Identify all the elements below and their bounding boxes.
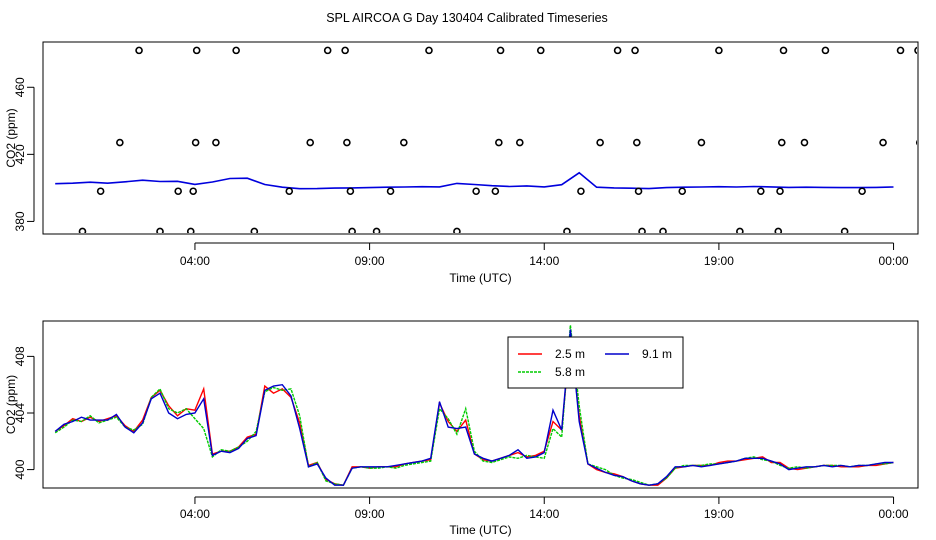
y-tick-label: 420 (13, 144, 27, 164)
calibration-point (174, 187, 182, 196)
calibration-point (472, 187, 480, 196)
calibration-point (306, 138, 315, 147)
x-tick-label: 19:00 (704, 507, 734, 521)
y-tick-label: 380 (13, 211, 27, 231)
legend-label: 2.5 m (555, 347, 585, 361)
y-axis-label: CO2 (ppm) (4, 375, 18, 434)
series-line-2-5-m (54, 336, 894, 486)
line-panel: 04:00 09:00 14:00 19:00 00:00 Time (UTC) 400 40… (4, 320, 919, 537)
calibration-point (638, 227, 646, 233)
x-tick-label: 14:00 (529, 254, 559, 268)
calibration-point (613, 46, 622, 55)
calibration-point (386, 187, 395, 196)
calibration-point (186, 227, 195, 233)
y-tick-label: 404 (13, 403, 27, 423)
calibration-point (232, 46, 240, 55)
calibration-point (697, 138, 706, 147)
calibration-point (192, 46, 201, 55)
calibration-point (920, 228, 926, 234)
series-line-5-8-m (54, 325, 894, 486)
calibration-point (914, 46, 917, 55)
chart-title: SPL AIRCOA G Day 130404 Calibrated Times… (326, 11, 608, 25)
legend-label: 9.1 m (642, 347, 672, 361)
calibration-point (659, 227, 667, 233)
calibration-point (779, 46, 788, 55)
calibration-point (491, 187, 500, 196)
calibration-point (515, 138, 524, 147)
calibration-point (96, 187, 105, 196)
calibration-point (323, 46, 332, 55)
x-tick-label: 19:00 (704, 254, 734, 268)
x-tick-label: 14:00 (529, 507, 559, 521)
scatter-panel: 04:00 09:00 14:00 19:00 00:00 Time (UTC) 380 42… (4, 41, 926, 285)
calibration-point (343, 138, 351, 147)
calibration-point (821, 46, 830, 55)
calibration-point (495, 138, 503, 147)
plot-area (55, 46, 926, 234)
calibration-point (634, 187, 643, 196)
calibration-point (425, 46, 433, 55)
x-axis-label: Time (UTC) (449, 523, 511, 537)
y-tick-label: 408 (13, 346, 27, 366)
calibration-point (212, 138, 220, 147)
x-tick-label: 09:00 (355, 507, 385, 521)
legend-box (507, 336, 684, 389)
legend-label: 5.8 m (555, 365, 585, 379)
calibration-point (736, 227, 744, 233)
x-tick-label: 00:00 (879, 507, 909, 521)
calibration-point (879, 138, 887, 147)
calibration-point (348, 227, 356, 233)
calibration-point (774, 227, 783, 233)
series-line-9-1-m (54, 329, 894, 486)
calibration-point (896, 46, 905, 55)
calibration-point (800, 138, 809, 147)
calibration-point (285, 187, 294, 196)
calibration-point (453, 227, 461, 233)
calibration-point (78, 227, 87, 233)
y-tick-label: 460 (13, 77, 27, 97)
calibration-point (715, 46, 723, 55)
y-tick-label: 400 (13, 459, 27, 479)
calibration-point (341, 46, 349, 55)
calibration-point (918, 188, 924, 194)
calibration-point (776, 187, 784, 196)
calibration-point (840, 227, 849, 233)
calibration-point (633, 138, 641, 147)
calibration-point (189, 187, 197, 196)
calibration-point (346, 187, 355, 196)
plot-area (54, 325, 894, 486)
calibration-point (757, 187, 765, 196)
x-tick-label: 04:00 (180, 507, 210, 521)
calibration-point (135, 46, 143, 55)
plot-frame (42, 320, 919, 489)
calibration-point (858, 187, 866, 196)
calibration-point (678, 187, 687, 196)
ambient-co2-line (55, 171, 894, 190)
calibration-point (563, 227, 571, 233)
calibration-point (250, 227, 259, 233)
calibration-point (577, 187, 585, 196)
calibration-point (496, 46, 505, 55)
calibration-point (536, 46, 545, 55)
calibration-point (116, 138, 124, 147)
plot-frame (42, 41, 919, 235)
calibration-point (191, 138, 200, 147)
x-tick-label: 04:00 (180, 254, 210, 268)
calibration-point (631, 46, 639, 55)
y-axis-label: CO2 (ppm) (4, 108, 18, 167)
x-axis-label: Time (UTC) (449, 271, 511, 285)
calibration-point (372, 227, 381, 233)
calibration-point (400, 138, 408, 147)
calibration-point (156, 227, 164, 233)
calibration-point (915, 140, 917, 146)
calibration-point (777, 138, 786, 147)
legend: 2.5 m 5.8 m 9.1 m (507, 336, 684, 389)
x-tick-label: 00:00 (879, 254, 909, 268)
calibration-point (596, 138, 604, 147)
x-tick-label: 09:00 (355, 254, 385, 268)
